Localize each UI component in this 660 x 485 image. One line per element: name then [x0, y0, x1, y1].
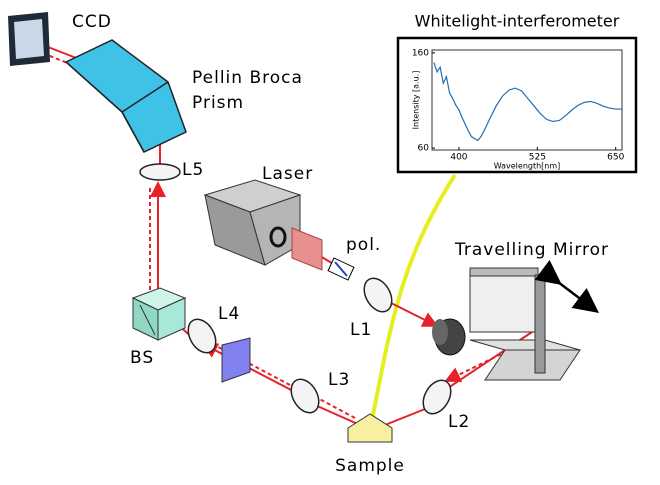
polarizer [328, 258, 354, 280]
arrow [558, 282, 595, 310]
laser [205, 180, 300, 265]
prism-label: Prism [192, 93, 244, 113]
prism-label: Pellin Broca [192, 68, 303, 88]
mirror-label: Travelling Mirror [454, 240, 609, 260]
lens [140, 164, 180, 180]
prism [66, 40, 186, 152]
ccd-label: CCD [72, 12, 112, 32]
setup-diagram: CCD Pellin Broca Prism L5 Laser pol. L1 … [0, 0, 660, 481]
beam-splitter [133, 288, 185, 340]
detector [432, 319, 465, 355]
lens-label: L1 [350, 320, 372, 340]
lens-label: L5 [182, 160, 204, 180]
lens [359, 273, 398, 316]
sample-label: Sample [335, 456, 405, 476]
x-tick-label: 650 [607, 153, 624, 163]
y-tick-label: 60 [418, 144, 430, 154]
x-tick-label: 400 [450, 153, 467, 163]
lens-label: L3 [328, 370, 350, 390]
ccd [8, 12, 50, 66]
lens-label: L2 [448, 412, 470, 432]
bs-label: BS [130, 348, 154, 368]
filter [292, 228, 322, 270]
filter [222, 338, 250, 382]
x-axis-label: Wavelength[nm] [494, 162, 561, 171]
lens [286, 374, 325, 417]
laser-label: Laser [262, 164, 313, 184]
y-tick-label: 160 [412, 48, 429, 58]
lens-label: L4 [218, 304, 240, 324]
pol-label: pol. [346, 235, 381, 255]
inset-title: Whitelight-interferometer [415, 12, 620, 31]
y-axis-label: Intensity [a.u.] [412, 71, 421, 130]
